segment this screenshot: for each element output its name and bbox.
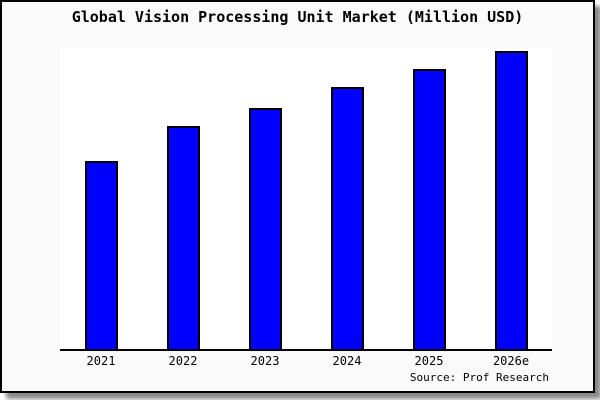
x-axis-labels: 2021 2022 2023 2024 2025 2026e — [60, 354, 552, 368]
bar-2024 — [330, 86, 364, 349]
bar-slot — [470, 48, 552, 349]
x-axis-label-2023: 2023 — [250, 354, 280, 368]
bar-slot — [306, 48, 388, 349]
bar-2025 — [412, 68, 446, 349]
x-axis-label-2022: 2022 — [168, 354, 198, 368]
bar-slot — [142, 48, 224, 349]
bar-2023 — [248, 107, 282, 349]
x-axis-label-2024: 2024 — [332, 354, 362, 368]
chart-title: Global Vision Processing Unit Market (Mi… — [71, 8, 524, 26]
source-note: Source: Prof Research — [409, 371, 549, 384]
bar-slot — [224, 48, 306, 349]
chart-card: Global Vision Processing Unit Market (Mi… — [0, 0, 595, 393]
x-axis-label-2021: 2021 — [86, 354, 116, 368]
x-axis-label-2026e: 2026e — [492, 354, 530, 368]
plot-area — [60, 48, 552, 351]
bar-2026e — [494, 50, 528, 349]
bar-slot — [388, 48, 470, 349]
bar-2022 — [166, 125, 200, 349]
x-axis-label-2025: 2025 — [414, 354, 444, 368]
bar-slot — [60, 48, 142, 349]
bar-2021 — [84, 161, 118, 349]
